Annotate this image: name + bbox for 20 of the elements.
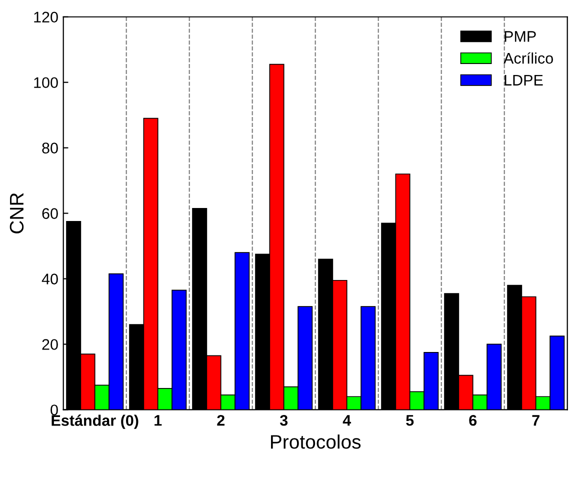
legend-label: PMP xyxy=(504,31,536,42)
y-axis-title: CNR xyxy=(10,193,24,234)
y-tick-label: 0 xyxy=(50,404,58,416)
y-tick-label: 120 xyxy=(34,12,58,23)
y-tick-label: 40 xyxy=(42,274,58,284)
y-tick-label: 80 xyxy=(42,142,58,154)
legend-label: Acrílico xyxy=(504,52,553,64)
x-tick-label: 1 xyxy=(154,415,162,426)
x-axis-title: Protocolos xyxy=(271,434,361,449)
x-tick-label: 3 xyxy=(280,414,288,426)
y-tick-label: 20 xyxy=(42,339,58,350)
x-tick-label: Estándar (0) xyxy=(52,414,138,429)
y-tick-label: 100 xyxy=(34,77,58,88)
y-tick-label: 60 xyxy=(42,208,58,219)
x-tick-label: 5 xyxy=(406,415,414,426)
x-tick-label: 2 xyxy=(217,414,224,426)
x-tick-label: 6 xyxy=(469,414,477,426)
x-tick-label: 4 xyxy=(342,415,352,426)
legend-label: LDPE xyxy=(504,74,543,86)
x-tick-label: 7 xyxy=(532,415,540,426)
